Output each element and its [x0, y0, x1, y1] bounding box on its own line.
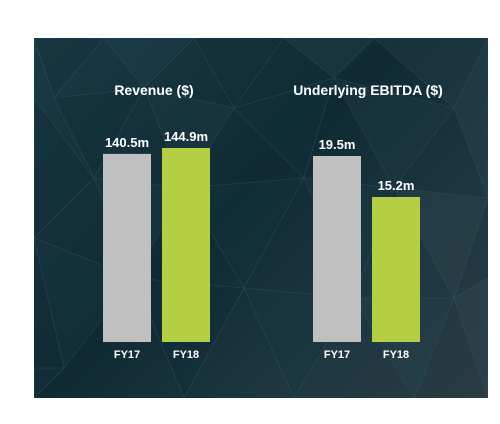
revenue-bar-fy18 — [162, 148, 210, 342]
revenue-chart-title: Revenue ($) — [114, 82, 193, 98]
revenue-tick-label-fy17: FY17 — [114, 349, 140, 361]
ebitda-tick-label-fy17: FY17 — [324, 349, 350, 361]
ebitda-chart: Underlying EBITDA ($) 19.5m FY17 15.2m FY18 — [293, 82, 443, 361]
ebitda-bar-fy17 — [313, 156, 361, 342]
revenue-value-label-fy17: 140.5m — [105, 135, 149, 150]
chart-background-panel — [34, 38, 488, 398]
polygon-texture — [34, 38, 488, 398]
ebitda-value-label-fy17: 19.5m — [319, 137, 356, 152]
ebitda-bar-fy18 — [372, 197, 420, 342]
revenue-chart: Revenue ($) 140.5m FY17 144.9m FY18 — [103, 82, 210, 361]
ebitda-tick-label-fy18: FY18 — [383, 349, 409, 361]
revenue-value-label-fy18: 144.9m — [164, 129, 208, 144]
revenue-tick-label-fy18: FY18 — [173, 349, 199, 361]
ebitda-chart-title: Underlying EBITDA ($) — [293, 82, 443, 98]
revenue-bar-fy17 — [103, 153, 151, 342]
ebitda-value-label-fy18: 15.2m — [378, 178, 415, 193]
